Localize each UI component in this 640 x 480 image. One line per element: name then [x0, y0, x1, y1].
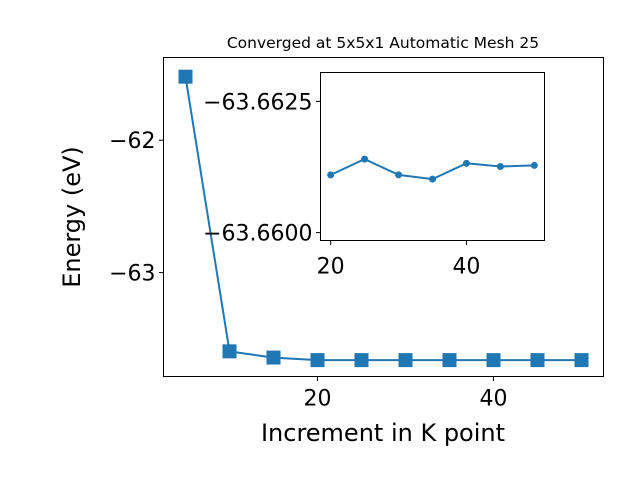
inset-x-tick-label: 40	[452, 255, 480, 280]
inset-data-point	[361, 155, 369, 163]
main-data-point	[530, 353, 545, 368]
inset-data-point	[429, 175, 436, 183]
inset-y-ticks: −63.6600 −63.6625	[203, 90, 321, 247]
inset-data-point	[395, 171, 403, 179]
inset-axes: 20 40 −63.6600−63.6625	[203, 72, 545, 280]
inset-plot-area	[327, 155, 538, 183]
main-data-point	[178, 69, 193, 84]
main-data-point	[486, 353, 501, 368]
inset-data-point	[530, 161, 538, 169]
main-data-point	[354, 353, 369, 368]
main-y-tick-label: −62	[109, 129, 155, 154]
inset-data-point	[327, 171, 335, 179]
main-y-ticks: −63 −62	[109, 129, 164, 287]
main-plot-area	[178, 69, 589, 368]
inset-x-ticks: 20 40	[317, 240, 480, 280]
x-axis-label: Increment in K point	[261, 419, 505, 447]
main-x-ticks: 20 40	[304, 376, 508, 412]
main-data-point	[310, 353, 325, 368]
main-x-tick-label: 40	[480, 387, 508, 412]
inset-axes-frame	[320, 72, 545, 241]
main-y-tick-label: −63	[109, 262, 155, 287]
inset-data-point	[496, 162, 504, 170]
chart-title: Converged at 5x5x1 Automatic Mesh 25	[227, 34, 539, 52]
main-data-point	[222, 344, 237, 359]
main-data-point	[398, 353, 413, 368]
inset-x-tick-label: 20	[317, 255, 345, 280]
main-data-point	[574, 353, 589, 368]
main-data-point	[266, 350, 281, 365]
main-axes-frame	[163, 57, 604, 377]
inset-y-tick-label: −63.6625	[203, 90, 312, 115]
inset-background	[320, 72, 544, 240]
main-axes: Converged at 5x5x1 Automatic Mesh 25 20 4…	[58, 34, 604, 447]
inset-data-point	[462, 159, 470, 167]
main-x-tick-label: 20	[304, 387, 332, 412]
main-data-point	[442, 353, 457, 368]
inset-y-tick-label: −63.6600	[203, 222, 312, 247]
y-axis-label: Energy (eV)	[58, 146, 86, 288]
main-series-line	[184, 76, 582, 362]
